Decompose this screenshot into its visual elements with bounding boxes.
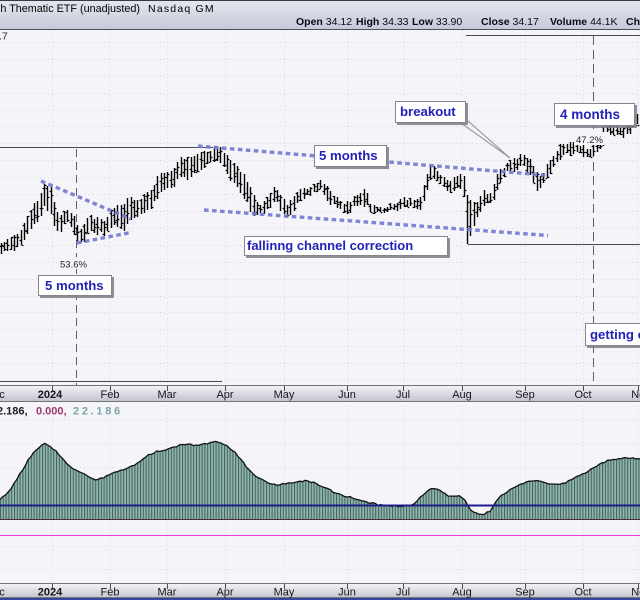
svg-text:Oct: Oct (574, 587, 591, 599)
svg-text:Mar: Mar (158, 389, 177, 401)
svg-text:c: c (0, 389, 5, 401)
svg-text:c: c (0, 587, 5, 599)
svg-text:Nov: Nov (631, 389, 640, 401)
svg-text:Apr: Apr (216, 587, 233, 599)
svg-text:Apr: Apr (216, 389, 233, 401)
svg-text:Mar: Mar (158, 587, 177, 599)
svg-text:2024: 2024 (38, 587, 63, 599)
svg-text:Sep: Sep (515, 389, 535, 401)
svg-text:Feb: Feb (101, 587, 120, 599)
svg-text:Nov: Nov (631, 587, 640, 599)
svg-text:47.2%: 47.2% (576, 135, 603, 146)
svg-text:Oct: Oct (574, 389, 591, 401)
svg-text:Feb: Feb (101, 389, 120, 401)
svg-text:May: May (274, 587, 295, 599)
svg-text:May: May (274, 389, 295, 401)
svg-text:Sep: Sep (515, 587, 535, 599)
svg-text:53.6%: 53.6% (60, 260, 87, 271)
svg-text:2024: 2024 (38, 389, 63, 401)
svg-text:.7: .7 (0, 31, 8, 43)
svg-text:Jun: Jun (338, 389, 356, 401)
svg-text:Jul: Jul (396, 389, 410, 401)
svg-text:Jun: Jun (338, 587, 356, 599)
svg-text:Aug: Aug (452, 587, 472, 599)
svg-text:Jul: Jul (396, 587, 410, 599)
svg-text:Aug: Aug (452, 389, 472, 401)
svg-text:2.186,0.000,22.186: 2.186, 0.000, 22.186 (0, 406, 123, 418)
